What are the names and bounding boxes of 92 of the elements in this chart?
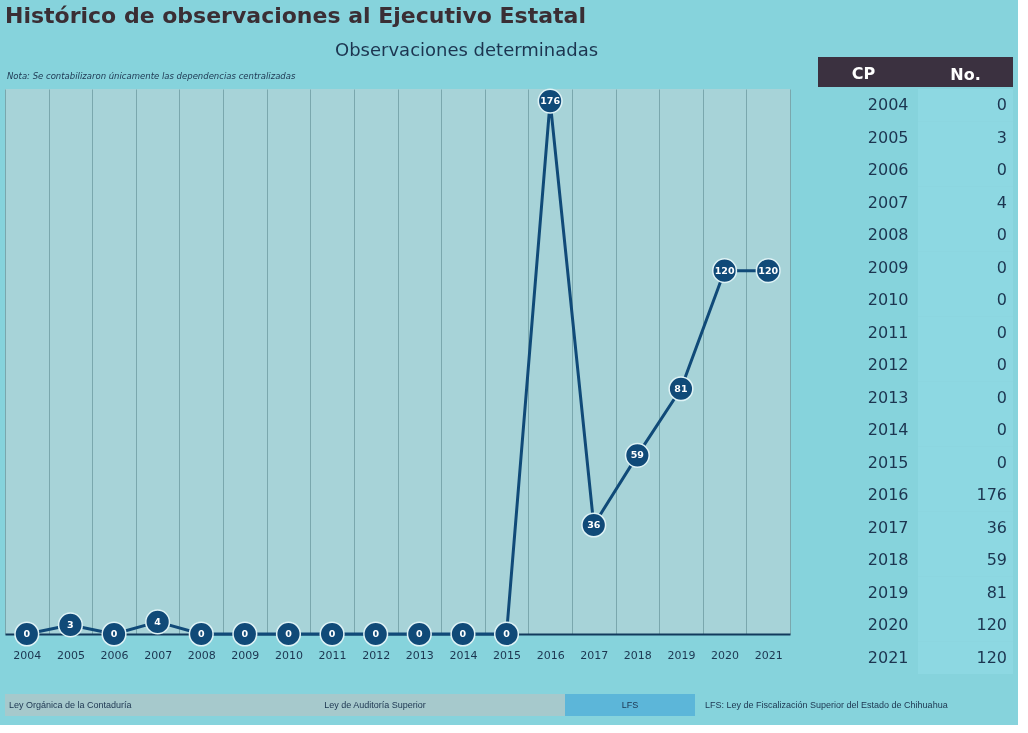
y-axis-title: CP xyxy=(851,63,876,83)
x-tick-label: 2012 xyxy=(362,648,391,662)
data-label: 81 xyxy=(986,582,1007,602)
chart-subtitle: Observaciones determinadas xyxy=(335,39,599,60)
data-label: 120 xyxy=(758,264,779,276)
data-label: 120 xyxy=(714,264,735,276)
data-label: 4 xyxy=(154,615,162,627)
y-tick-label: 2015 xyxy=(867,452,909,472)
data-label: 0 xyxy=(110,628,118,639)
y-tick-label: 2005 xyxy=(867,127,909,147)
data-label: 0 xyxy=(996,257,1007,277)
point xyxy=(14,621,40,647)
point xyxy=(275,621,302,647)
point xyxy=(406,621,432,647)
text: Ley de Auditoría Superior xyxy=(324,700,426,710)
data-label: 4 xyxy=(996,192,1007,212)
data-label: 0 xyxy=(996,322,1007,342)
y-tick-label: 2009 xyxy=(867,257,909,277)
data-label: 0 xyxy=(996,95,1007,115)
y-tick-label: 2020 xyxy=(867,615,909,635)
data-label: 0 xyxy=(241,628,249,639)
data-label: 0 xyxy=(459,628,467,639)
x-tick-label: 2007 xyxy=(144,648,173,662)
data-label: 0 xyxy=(996,452,1007,472)
data-label: 59 xyxy=(630,449,644,461)
y-tick-label: 2007 xyxy=(867,192,909,212)
chart-title: Histórico de observaciones al Ejecutivo Estatal xyxy=(5,3,586,28)
x-tick-label: 2018 xyxy=(623,648,652,662)
x-tick-label: 2015 xyxy=(493,648,522,662)
point xyxy=(450,621,476,647)
point xyxy=(188,621,214,647)
data-label: 0 xyxy=(372,628,380,639)
data-label: 0 xyxy=(996,225,1007,245)
y-tick-label: 2008 xyxy=(867,225,909,245)
x-tick-label: 2019 xyxy=(667,648,696,662)
point xyxy=(319,621,345,647)
x-tick-label: 2016 xyxy=(536,648,565,662)
text: LFS xyxy=(621,700,639,710)
data-label: 0 xyxy=(996,160,1007,180)
text: Ley Orgánica de la Contaduría xyxy=(9,700,132,710)
y-tick-label: 2004 xyxy=(867,95,909,115)
x-tick-label: No. xyxy=(950,64,981,84)
x-tick-label: 2014 xyxy=(449,648,478,662)
data-label: 0 xyxy=(996,355,1007,375)
y-tick-label: 2014 xyxy=(867,420,909,440)
data-label: 120 xyxy=(976,615,1007,635)
data-label: 176 xyxy=(976,485,1007,505)
data-label: 81 xyxy=(674,382,688,394)
data-label: 0 xyxy=(996,290,1007,310)
point xyxy=(232,621,258,647)
y-tick-label: 2016 xyxy=(867,485,909,505)
point xyxy=(101,621,127,647)
data-label: 3 xyxy=(996,127,1007,147)
text: Nota: Se contabilizaron únicamente las dependencias centralizadas xyxy=(7,71,296,81)
y-tick-label: 2018 xyxy=(867,550,909,570)
y-tick-label: 2013 xyxy=(867,387,909,407)
y-tick-label: 2017 xyxy=(867,517,909,537)
x-tick-label: 2006 xyxy=(100,648,129,662)
y-tick-label: 2012 xyxy=(867,355,909,375)
data-label: 0 xyxy=(996,387,1007,407)
data-label: 0 xyxy=(197,628,205,639)
data-label: 0 xyxy=(415,628,423,639)
data-label: 3 xyxy=(67,618,74,630)
point xyxy=(493,621,520,647)
data-label: 0 xyxy=(996,420,1007,440)
data-label: 176 xyxy=(540,95,561,107)
data-label: 0 xyxy=(503,628,511,639)
x-tick-label: 2004 xyxy=(13,648,42,662)
point xyxy=(57,612,83,638)
data-label: 36 xyxy=(986,517,1007,537)
text: LFS: Ley de Fiscalización Superior del Estado de Chihuahua xyxy=(705,700,948,710)
x-tick-label: 2009 xyxy=(231,648,260,662)
y-tick-label: 2006 xyxy=(867,160,909,180)
data-label: 0 xyxy=(23,628,31,639)
data-label: 36 xyxy=(587,519,601,530)
y-tick-label: 2011 xyxy=(867,322,909,342)
data-label: 0 xyxy=(328,628,336,639)
data-label: 0 xyxy=(285,628,293,639)
data-label: 59 xyxy=(986,550,1007,570)
y-tick-label: 2019 xyxy=(867,582,909,602)
x-tick-label: 2013 xyxy=(405,648,434,662)
x-tick-label: 2021 xyxy=(754,648,783,662)
x-tick-label: 2011 xyxy=(318,648,347,662)
x-tick-label: 2010 xyxy=(274,648,303,662)
x-tick-label: 2020 xyxy=(711,648,740,662)
x-tick-label: 2008 xyxy=(187,648,216,662)
point xyxy=(363,621,389,647)
y-tick-label: 2010 xyxy=(867,290,909,310)
point xyxy=(145,609,171,635)
x-tick-label: 2017 xyxy=(580,648,609,662)
data-label: 120 xyxy=(976,647,1007,667)
x-tick-label: 2005 xyxy=(56,648,85,662)
